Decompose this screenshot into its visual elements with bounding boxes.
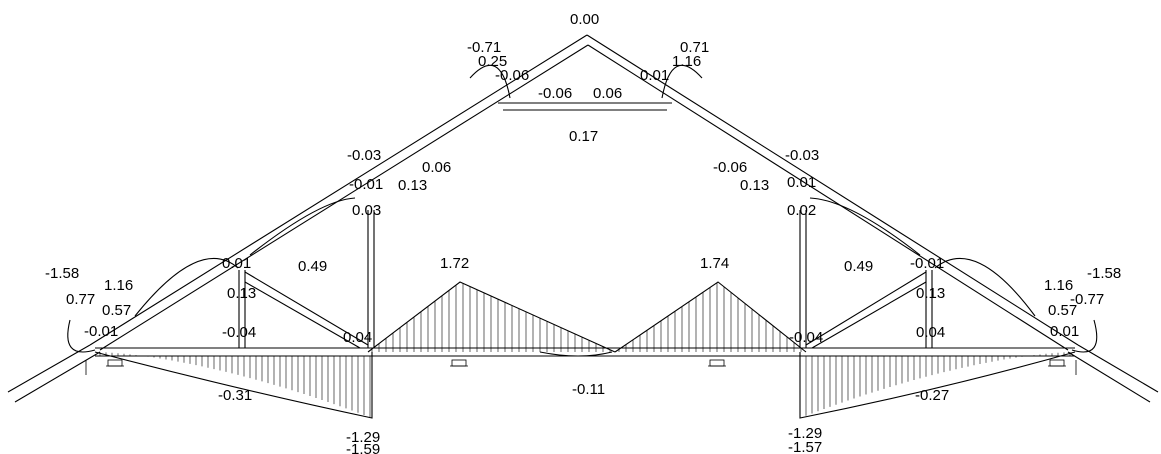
label-peak-left: 1.72 xyxy=(440,255,469,272)
brace-right-b xyxy=(811,281,927,349)
label-top-chord-left: -0.06 xyxy=(538,85,572,102)
support-left-mid xyxy=(450,359,468,367)
peak-left-curve xyxy=(367,281,616,353)
label-top-left-hidden: 0.25 xyxy=(478,53,507,70)
rafter-right-inner xyxy=(587,44,1069,351)
label-mid-left-c: 0.13 xyxy=(398,177,427,194)
label-apex: 0.00 xyxy=(570,11,599,28)
label-mid-right-d: 0.01 xyxy=(787,174,816,191)
label-low-right-a: -1.58 xyxy=(1087,265,1121,282)
peak-right-curve xyxy=(614,281,807,353)
label-peak-right: 1.74 xyxy=(700,255,729,272)
sag-left-curve xyxy=(94,351,373,419)
label-top-chord-right: 0.06 xyxy=(593,85,622,102)
moment-curves xyxy=(67,65,1098,419)
bulge-left-low xyxy=(134,258,239,317)
label-low-left-d: 0.57 xyxy=(102,302,131,319)
label-low-right-b: 1.16 xyxy=(1044,277,1073,294)
rafter-right xyxy=(586,34,1079,346)
label-low-left-e: -0.01 xyxy=(84,323,118,340)
label-support-right-top: -1.29 xyxy=(788,425,822,442)
label-mid-right-b: -0.06 xyxy=(713,159,747,176)
bulge-eave-left xyxy=(67,319,96,353)
label-low-left-i: 0.49 xyxy=(298,258,327,275)
overhang-left xyxy=(7,344,91,393)
label-mid-right-c: 0.13 xyxy=(740,177,769,194)
label-low-left-j: 0.04 xyxy=(343,329,372,346)
label-mid-left-a: -0.03 xyxy=(347,147,381,164)
label-top-left-outer: -0.71 xyxy=(467,39,501,56)
label-low-left-c: 0.77 xyxy=(66,291,95,308)
label-top-right-outer: 0.71 xyxy=(680,39,709,56)
label-mid-right-a: -0.03 xyxy=(785,147,819,164)
label-top-right-inner: 0.01 xyxy=(640,67,669,84)
support-right-mid xyxy=(708,359,726,367)
brace-left-b xyxy=(244,281,361,349)
label-mid-right-e: 0.02 xyxy=(787,202,816,219)
label-mid-left-e: 0.03 xyxy=(352,202,381,219)
brace-right xyxy=(805,271,927,346)
label-low-right-c: -0.77 xyxy=(1070,291,1104,308)
bulge-left-mid xyxy=(249,197,356,256)
label-low-right-i: 0.49 xyxy=(844,258,873,275)
label-bottom-left: -0.31 xyxy=(218,387,252,404)
bulge-eave-right xyxy=(1071,319,1098,353)
label-low-right-j: -0.04 xyxy=(789,329,823,346)
label-low-left-b: 1.16 xyxy=(104,277,133,294)
overhang-right-inner xyxy=(1067,351,1151,403)
bulge-top-right xyxy=(661,65,703,99)
support-left xyxy=(106,359,124,367)
label-low-right-h: 0.04 xyxy=(916,324,945,341)
label-top-left-inner: -0.06 xyxy=(495,67,529,84)
bulge-right-mid xyxy=(809,197,921,256)
sag-right-curve xyxy=(799,351,1076,419)
bulge-top-left xyxy=(469,65,511,99)
label-low-right-g: 0.13 xyxy=(916,285,945,302)
overhang-right xyxy=(1077,344,1159,393)
label-low-right-f: -0.01 xyxy=(910,255,944,272)
label-low-left-a: -1.58 xyxy=(45,265,79,282)
label-top-right-hidden: 1.16 xyxy=(672,53,701,70)
frame-lines xyxy=(7,34,1159,403)
label-support-left-top: -1.29 xyxy=(346,429,380,446)
label-low-left-f: 0.01 xyxy=(222,255,251,272)
label-mid-left-b: -0.01 xyxy=(349,176,383,193)
overhang-left-inner xyxy=(14,351,101,403)
label-support-left-bot: -1.59 xyxy=(346,441,380,454)
label-bottom-mid: -0.11 xyxy=(572,381,605,398)
label-mid-left-d: 0.06 xyxy=(422,159,451,176)
value-labels: 0.00 -0.71 0.25 -0.06 0.71 1.16 0.01 -0.… xyxy=(45,11,1121,454)
sag-mid-curve xyxy=(539,351,613,357)
label-low-left-h: -0.04 xyxy=(222,324,256,341)
label-low-right-e: 0.01 xyxy=(1050,323,1079,340)
brace-left xyxy=(244,271,369,346)
hatching xyxy=(99,282,1071,418)
bulge-right-low xyxy=(934,258,1036,317)
label-top-tie: 0.17 xyxy=(569,128,598,145)
label-bottom-right: -0.27 xyxy=(915,387,949,404)
rafter-left-inner xyxy=(99,44,589,351)
support-right xyxy=(1048,359,1066,367)
rafter-left xyxy=(89,34,588,346)
label-support-right-bot: -1.57 xyxy=(788,439,822,454)
label-low-left-g: 0.13 xyxy=(227,285,256,302)
label-low-right-d: 0.57 xyxy=(1048,302,1077,319)
